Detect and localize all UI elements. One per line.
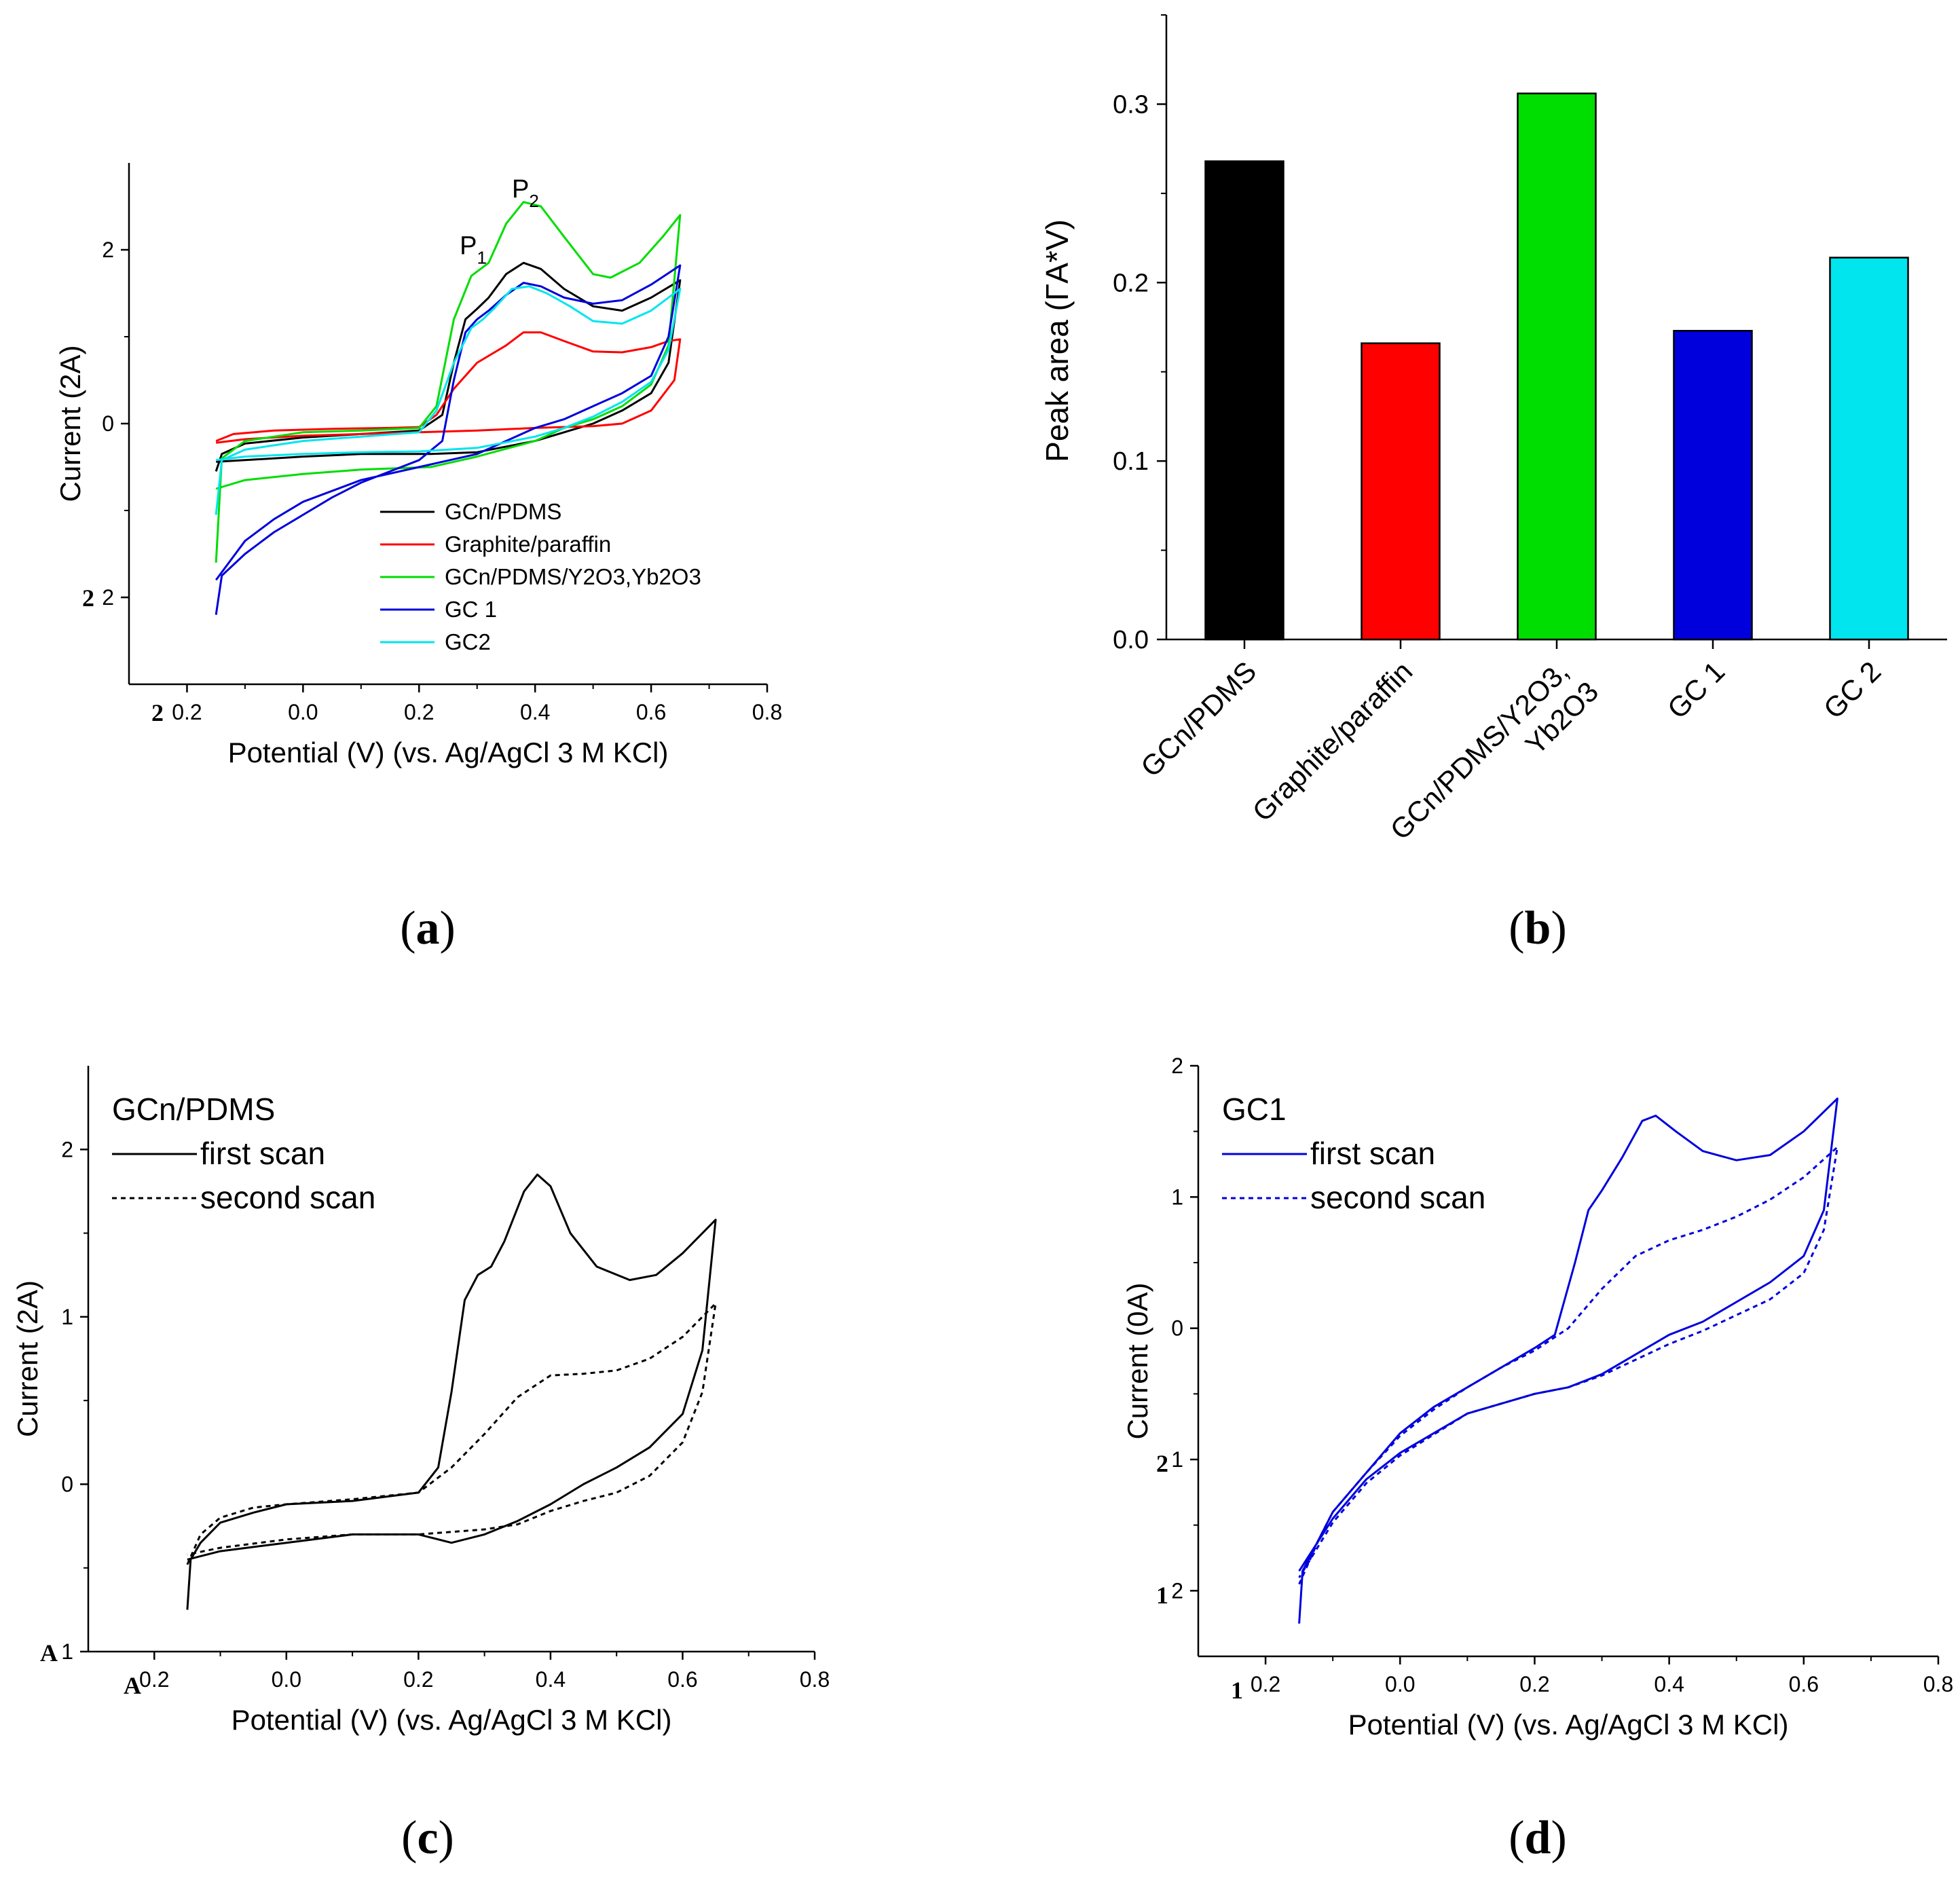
x-axis-label: Potential (V) (vs. Ag/AgCl 3 M KCl) [228,737,669,768]
axis-artifact: 1 [1231,1677,1243,1704]
bar [1361,342,1441,641]
series-line-0 [215,261,682,472]
x-tick-label: 0.2 [403,1667,433,1692]
chart-b: 0.0 0.1 0.2 0.3 Peak area (ΓA*V) GCn/PDMSGrap… [1039,14,1947,871]
y-tick-label: 1 [61,1639,73,1664]
series-line-0 [1298,1097,1838,1624]
y-tick-label: 0 [102,411,114,436]
panel-label-b: (b) [1509,902,1567,954]
axis-artifact: 2 [82,584,94,612]
x-category-label: GC 2 [1817,655,1887,725]
x-tick-label: 0.2 [172,700,202,724]
x-category-label: GC 1 [1661,655,1731,725]
y-tick-label: 2 [102,585,114,610]
x-tick-label: 0.8 [800,1667,830,1692]
y-tick-label: 1 [1171,1185,1183,1209]
panel-label-c: (c) [401,1812,454,1864]
axis-artifact: 1 [1156,1582,1168,1609]
x-tick-label: 0.2 [1251,1672,1280,1696]
legend-label: Graphite/paraffin [445,532,611,557]
panel-label-a: (a) [400,902,456,954]
legend-label: GC2 [445,629,491,654]
y-axis-label: Current (2A) [54,345,86,502]
y-tick-label: 0 [61,1472,73,1496]
y-tick-label: 0.3 [1113,90,1149,119]
y-tick-label: 1 [61,1305,73,1329]
x-tick-label: 0.6 [667,1667,697,1692]
legend-title: GC1 [1222,1092,1287,1127]
x-tick-label: 0.6 [1789,1672,1819,1696]
chart-c: 0.2 0.0 0.2 0.4 0.6 0.8 2 1 0 1 Potential (V) (vs.… [12,1066,830,1736]
bar [1204,160,1284,641]
y-axis-label: Current (0A) [1122,1282,1153,1439]
y-tick-label: 0.2 [1113,269,1149,297]
y-tick-label: 2 [61,1137,73,1161]
x-tick-label: 0.0 [288,700,318,724]
panel-letter-a: a [416,902,440,954]
legend-label: second scan [200,1180,375,1215]
legend-label: first scan [200,1136,325,1171]
legend-label: first scan [1310,1136,1435,1171]
bar [1517,92,1597,641]
axis-artifact: 2 [1156,1450,1168,1477]
panel-label-d: (d) [1509,1812,1567,1864]
x-axis-label: Potential (V) (vs. Ag/AgCl 3 M KCl) [1348,1709,1789,1741]
x-tick-label: 0.6 [636,700,666,724]
x-tick-label: 0.4 [536,1667,566,1692]
y-tick-label: 0.0 [1113,626,1149,654]
peak-annotation: P2 [512,175,539,211]
axis-artifact: A [124,1672,141,1699]
y-tick-label: 0 [1171,1316,1183,1341]
y-axis-label: Peak area (ΓA*V) [1039,219,1075,462]
series-line-3 [215,264,682,615]
x-tick-label: 0.4 [520,700,550,724]
axis-artifact: 2 [151,699,164,726]
bar [1673,330,1753,641]
x-tick-label: 0.0 [1385,1672,1415,1696]
series-line-0 [186,1173,717,1610]
y-tick-label: 0.1 [1113,447,1149,476]
x-tick-label: 0.8 [752,700,782,724]
axis-artifact: A [40,1639,58,1667]
chart-a: 0.2 0.0 0.2 0.4 0.6 0.8 2 0 2 Potential (V) (vs. … [54,163,782,768]
x-tick-label: 0.2 [404,700,434,724]
x-tick-label: 0.4 [1654,1672,1684,1696]
series-line-2 [215,201,682,563]
y-axis-label: Current (2A) [12,1280,43,1437]
x-category-label: GCn/PDMS [1134,655,1262,783]
y-tick-label: 2 [1171,1578,1183,1603]
legend-label: GCn/PDMS/Y2O3,Yb2O3 [445,564,701,589]
x-category-label: Graphite/paraffin [1246,655,1418,827]
x-tick-label: 0.0 [272,1667,301,1692]
panel-letter-b: b [1525,902,1551,954]
series-line-1 [186,1302,717,1565]
panel-letter-c: c [417,1812,438,1864]
legend-title: GCn/PDMS [112,1092,275,1127]
legend-label: second scan [1310,1180,1485,1215]
y-tick-label: 2 [102,238,114,262]
panel-letter-d: d [1525,1812,1551,1864]
peak-annotation: P1 [460,231,487,267]
y-tick-label: 2 [1171,1054,1183,1078]
legend-label: GC 1 [445,597,497,622]
bar [1829,257,1909,641]
x-tick-label: 0.2 [139,1667,169,1692]
x-tick-label: 0.8 [1923,1672,1953,1696]
series-line-4 [215,285,682,515]
legend-label: GCn/PDMS [445,499,561,524]
y-tick-label: 1 [1171,1447,1183,1472]
x-tick-label: 0.2 [1519,1672,1549,1696]
x-axis-label: Potential (V) (vs. Ag/AgCl 3 M KCl) [232,1704,672,1736]
x-category-label: GCn/PDMS/Y2O3,Yb2O3 [1384,650,1605,871]
